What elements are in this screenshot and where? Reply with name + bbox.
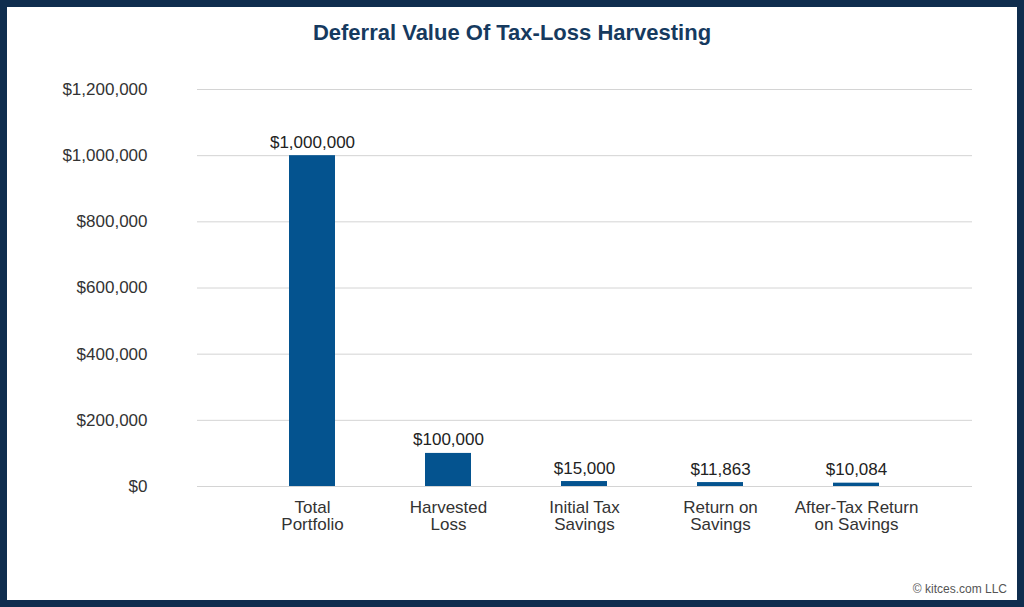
svg-text:$800,000: $800,000 (77, 212, 148, 231)
svg-text:$1,000,000: $1,000,000 (62, 146, 147, 165)
svg-text:TotalPortfolio: TotalPortfolio (281, 498, 343, 534)
svg-text:$0: $0 (129, 477, 148, 496)
svg-text:After-Tax Returnon Savings: After-Tax Returnon Savings (795, 498, 919, 534)
html-text:Deferral Value Of Tax-Loss Har: Deferral Value Of Tax-Loss Harvesting (312, 20, 712, 45)
svg-text:$10,084: $10,084 (826, 460, 887, 479)
svg-text:$600,000: $600,000 (77, 278, 148, 297)
svg-text:$1,200,000: $1,200,000 (62, 80, 147, 99)
svg-text:$11,863: $11,863 (690, 460, 750, 479)
svg-text:$200,000: $200,000 (77, 411, 148, 430)
svg-text:Return onSavings: Return onSavings (683, 498, 758, 534)
svg-text:$15,000: $15,000 (554, 459, 615, 478)
svg-text:$400,000: $400,000 (77, 345, 148, 364)
svg-text:$1,000,000: $1,000,000 (270, 133, 355, 152)
svg-text:$100,000: $100,000 (413, 430, 484, 449)
html-text:© kitces.com LLC: © kitces.com LLC (912, 582, 1007, 596)
svg-text:Initial TaxSavings: Initial TaxSavings (549, 498, 620, 534)
svg-text:HarvestedLoss: HarvestedLoss (410, 498, 487, 534)
